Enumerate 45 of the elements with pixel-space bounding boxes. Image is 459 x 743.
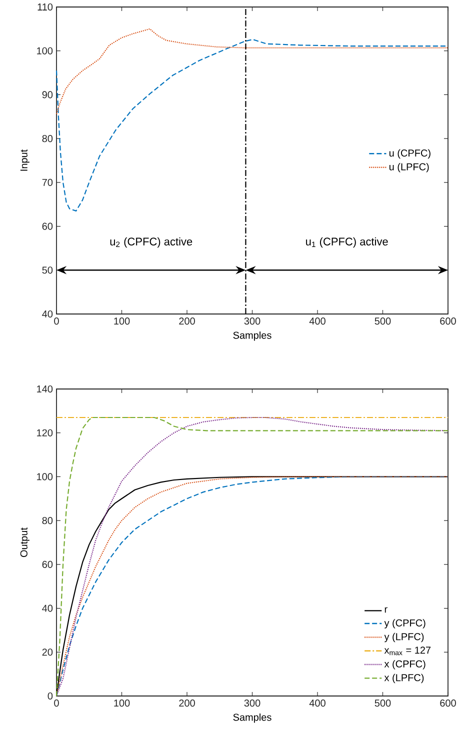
legend-label: u (CPFC) [389, 149, 430, 159]
x-tick-label: 200 [179, 318, 195, 325]
y-tick-label: 80 [42, 135, 53, 142]
y-tick-label: 60 [42, 560, 53, 568]
legend-label: u (LPFC) [389, 162, 429, 172]
y-tick-label: 70 [42, 178, 53, 186]
x-tick-label: 300 [244, 318, 260, 325]
legend-label: x$_{max}$ = 127 [384, 646, 431, 656]
annotation: u$_{1}$ (CPFC) active [306, 237, 388, 248]
x-tick-label: 500 [374, 700, 391, 707]
x-tick-label: 100 [114, 700, 130, 707]
legend-label: y (CPFC) [384, 619, 426, 628]
x-tick-label: 0 [54, 318, 59, 325]
x-tick-label: 0 [54, 700, 59, 707]
y-tick-label: 60 [42, 222, 53, 230]
y-tick-label: 50 [42, 266, 53, 274]
y-tick-label: 140 [37, 385, 53, 393]
y-tick-label: 40 [42, 310, 53, 318]
y-tick-label: 110 [38, 3, 53, 11]
y-axis-title: Input [20, 149, 30, 171]
x-axis-title: Samples [233, 331, 272, 341]
annotation: u$_{2}$ (CPFC) active [110, 237, 192, 248]
x-axis-title: Samples [233, 713, 272, 723]
x-tick-label: 400 [309, 700, 326, 707]
legend-label: x (CPFC) [384, 660, 426, 670]
x-tick-label: 600 [440, 318, 456, 325]
y-axis-title: Output [20, 528, 30, 558]
x-tick-label: 100 [114, 318, 130, 325]
x-tick-label: 300 [244, 700, 260, 707]
y-tick-label: 100 [37, 473, 53, 480]
x-tick-label: 400 [309, 318, 326, 325]
legend-label: x (LPFC) [384, 674, 424, 684]
x-tick-label: 500 [374, 318, 391, 325]
y-tick-label: 120 [37, 429, 53, 436]
legend-label: r [384, 607, 388, 613]
y-tick-label: 20 [42, 648, 53, 656]
y-tick-label: 0 [48, 692, 53, 700]
y-tick-label: 90 [42, 91, 53, 98]
y-tick-label: 80 [42, 517, 53, 524]
y-tick-label: 40 [42, 604, 53, 612]
line-series [56, 476, 449, 697]
x-tick-label: 600 [440, 700, 456, 707]
legend-label: y (LPFC) [384, 632, 424, 642]
x-tick-label: 200 [179, 700, 195, 707]
y-tick-label: 100 [37, 47, 53, 54]
